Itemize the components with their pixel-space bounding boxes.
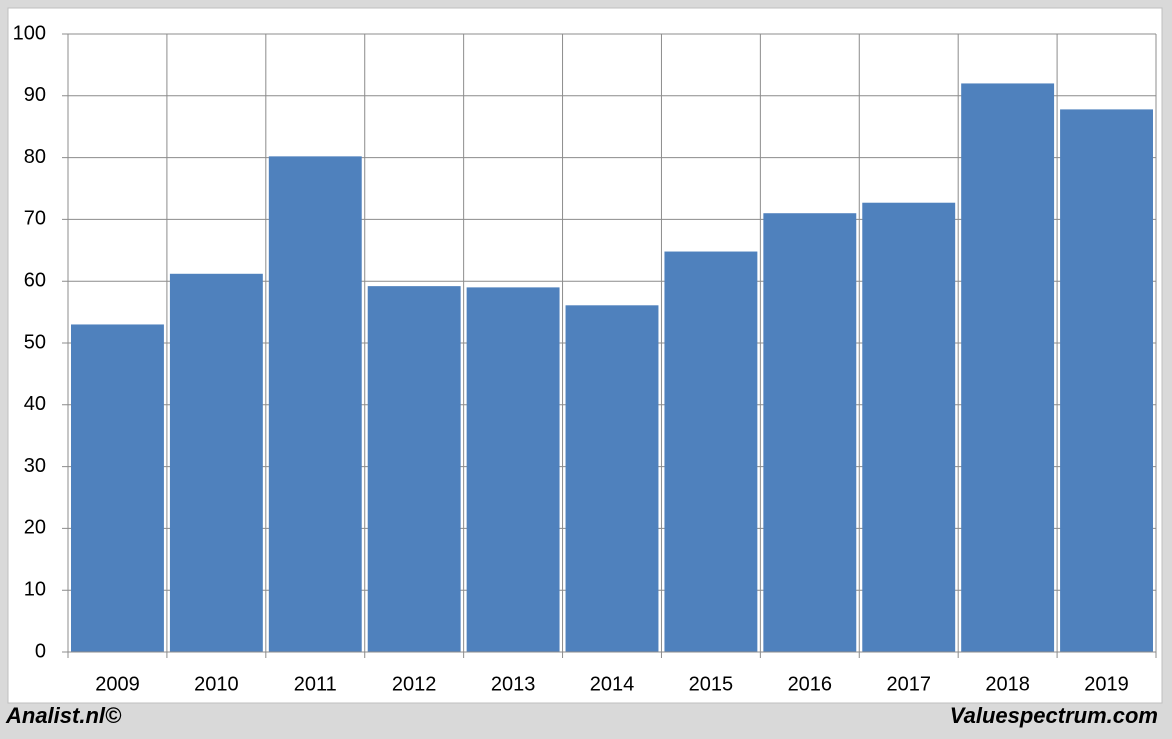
x-tick-label: 2012 [392,673,437,695]
bar [1060,109,1153,652]
y-tick-label: 90 [24,84,46,106]
x-tick-label: 2011 [294,673,337,695]
y-tick-label: 60 [24,269,46,291]
y-tick-label: 10 [24,578,46,600]
bar [763,213,857,652]
x-tick-label: 2018 [985,673,1030,695]
y-tick-label: 100 [13,22,46,44]
y-tick-label: 30 [24,455,46,477]
bar [71,324,164,652]
x-tick-label: 2009 [95,673,140,695]
bar [664,251,758,652]
y-tick-label: 50 [24,331,46,353]
footer-right: Valuespectrum.com [950,703,1158,728]
x-tick-label: 2013 [491,673,536,695]
bar [961,83,1055,652]
x-tick-label: 2019 [1084,673,1129,695]
y-tick-label: 20 [24,517,46,539]
y-tick-label: 70 [24,208,46,230]
y-tick-label: 40 [24,393,46,415]
x-tick-label: 2017 [886,673,931,695]
y-tick-label: 80 [24,146,46,168]
x-tick-label: 2015 [689,673,734,695]
bar [565,305,659,652]
x-tick-label: 2014 [590,673,635,695]
bar [466,287,560,652]
x-tick-label: 2010 [194,673,239,695]
bar [268,156,362,652]
y-tick-label: 0 [35,640,46,662]
bar [367,286,461,652]
bar [169,273,263,652]
x-tick-label: 2016 [788,673,833,695]
bar [862,202,956,653]
footer-left: Analist.nl© [5,703,122,728]
